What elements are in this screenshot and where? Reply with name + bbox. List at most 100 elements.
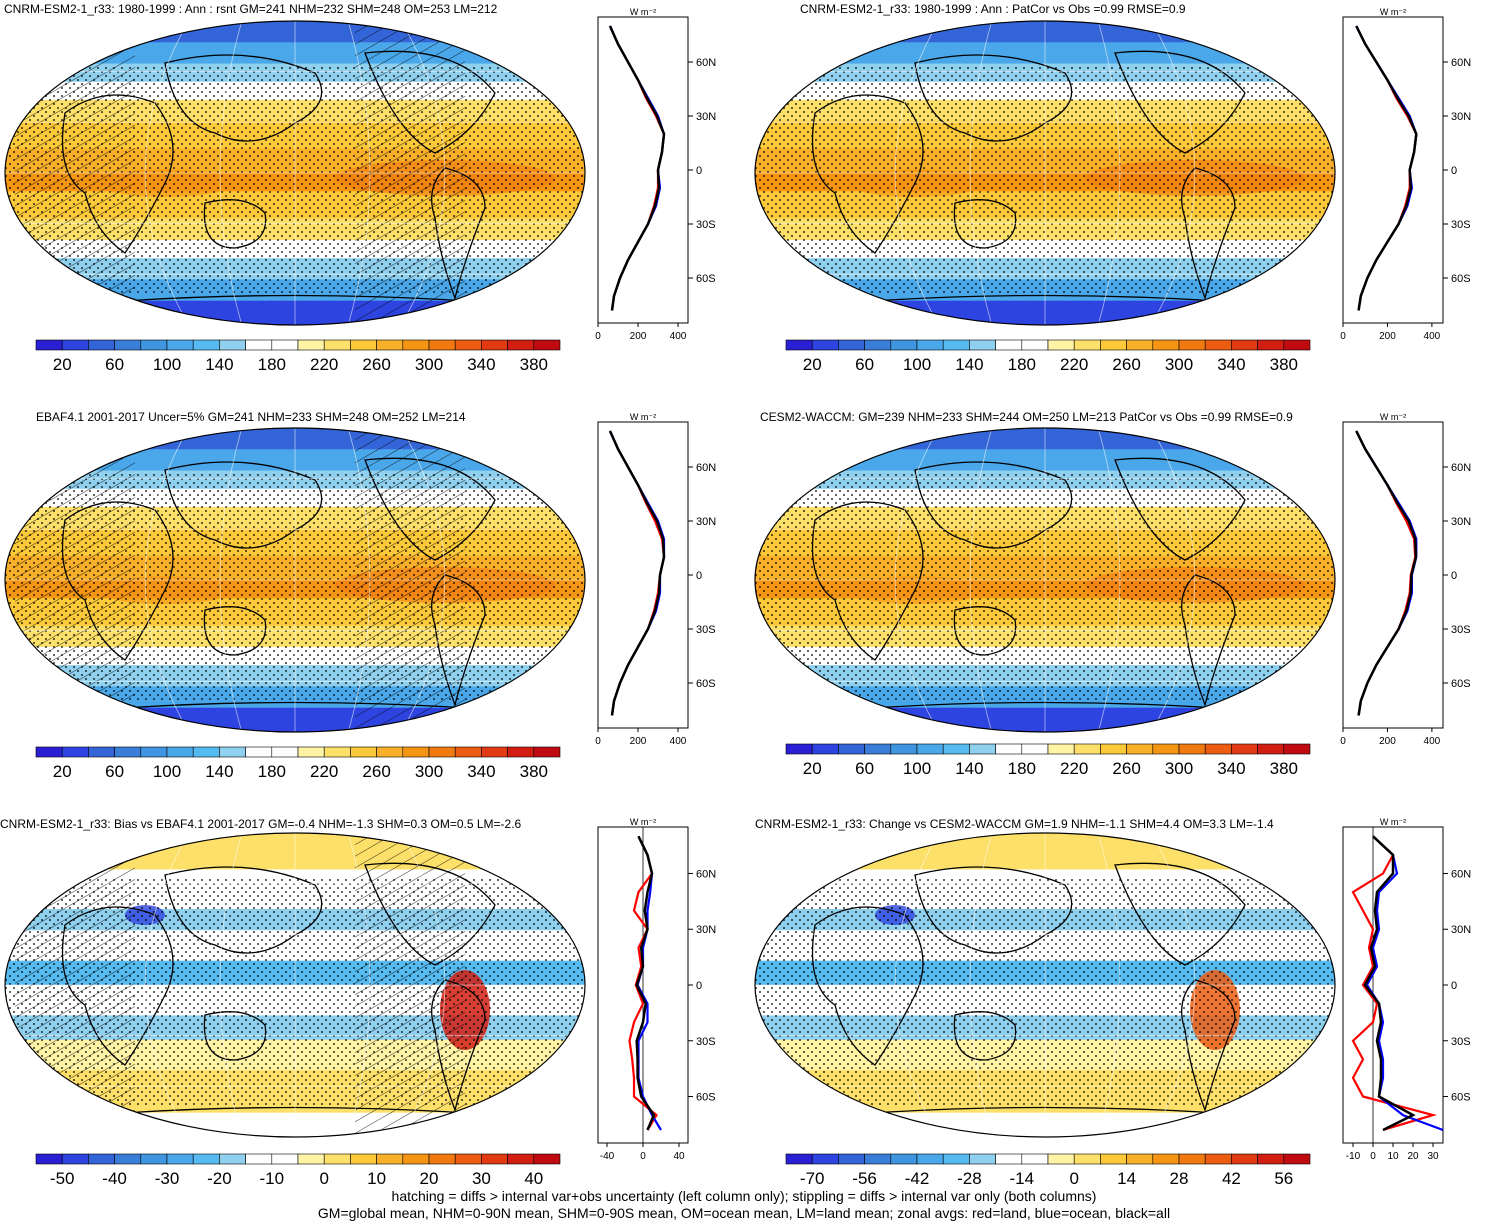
zonal-x-tick-label: 0: [1340, 736, 1346, 747]
zonal-x-tick-label: 30: [1427, 1151, 1439, 1162]
panel-title-top-right: CNRM-ESM2-1_r33: 1980-1999 : Ann : PatCo…: [800, 2, 1186, 16]
zonal-y-tick-label: 0: [1451, 570, 1457, 582]
zonal-y-tick-label: 30N: [1451, 111, 1471, 123]
zonal-x-tick-label: 0: [1370, 1151, 1376, 1162]
zonal-series-all: [608, 25, 666, 311]
zonal-y-tick-label: 0: [1451, 165, 1457, 177]
colorbar-swatch: [61, 339, 89, 351]
colorbar-swatch: [88, 339, 115, 351]
map-color-band: [5, 428, 585, 451]
colorbar-tick-label: 220: [310, 355, 338, 374]
colorbar-tick-label: 20: [803, 355, 822, 374]
zonal-x-tick-label: 10: [1387, 1151, 1399, 1162]
colorbar-swatch: [533, 1153, 561, 1165]
colorbar-swatch: [1257, 1153, 1285, 1165]
zonal-avg-plot: W m⁻² 60N 30N 0 30S 60S -10 0 10 20 30: [1342, 817, 1471, 1162]
colorbar-swatch: [1257, 743, 1285, 755]
zonal-x-tick-label: 200: [630, 736, 647, 747]
colorbar-swatch: [1283, 1153, 1311, 1165]
footer-note-1: hatching = diffs > internal var+obs unce…: [391, 1188, 1097, 1204]
colorbar-swatch: [1100, 1153, 1127, 1165]
map-border: [4, 832, 586, 1138]
zonal-avg-plot: W m⁻² 60N 30N 0 30S 60S 0 200 400: [595, 7, 716, 342]
zonal-series-ocean: [1355, 430, 1418, 716]
colorbar-tick-label: 380: [520, 762, 548, 781]
colorbar-swatch: [219, 1153, 246, 1165]
colorbar-swatch: [1178, 743, 1206, 755]
graticule-longitude: [347, 21, 371, 325]
map-color-band: [5, 300, 585, 325]
zonal-y-tick-label: 60S: [696, 1092, 716, 1104]
colorbar-tick-label: 260: [1112, 759, 1140, 778]
zonal-x-tick-label: 0: [595, 331, 601, 342]
colorbar-swatch: [297, 1153, 325, 1165]
zonal-x-tick-label: 0: [595, 736, 601, 747]
colorbar-tick-label: 100: [903, 759, 931, 778]
stippling-overlay: [755, 473, 1335, 702]
colorbar-tick-label: -42: [905, 1169, 930, 1188]
colorbar-tick-label: 30: [472, 1169, 491, 1188]
colorbar-swatch: [35, 746, 63, 758]
map-color-band: [5, 42, 585, 65]
zonal-x-tick-label: 0: [1340, 331, 1346, 342]
colorbar-swatch: [271, 746, 299, 758]
colorbar-tick-label: 40: [524, 1169, 543, 1188]
colorbar-tick-label: -28: [957, 1169, 982, 1188]
colorbar-swatch: [942, 743, 970, 755]
colorbar-swatch: [428, 339, 456, 351]
colorbar-swatch: [1047, 1153, 1075, 1165]
map-cesm2-waccm: [754, 427, 1336, 733]
colorbar-swatch: [481, 1153, 508, 1165]
graticule-longitude: [144, 833, 190, 1137]
colorbar-tick-label: 14: [1117, 1169, 1136, 1188]
colorbar-tick-label: 10: [367, 1169, 386, 1188]
map-color-band: [755, 449, 1335, 472]
zonal-plot-frame: [597, 421, 689, 729]
colorbar-swatch: [890, 1153, 918, 1165]
panel-title-mid-left: EBAF4.1 2001-2017 Uncer=5% GM=241 NHM=23…: [36, 410, 466, 424]
colorbar-tick-label: -40: [102, 1169, 127, 1188]
zonal-x-tick-label: -10: [1346, 1151, 1361, 1162]
colorbar-tick-label: 340: [1217, 355, 1245, 374]
colorbar-tick-label: 56: [1274, 1169, 1293, 1188]
graticule-longitude: [894, 21, 940, 325]
colorbar-swatch: [785, 339, 813, 351]
colorbar-swatch: [323, 339, 351, 351]
zonal-y-tick-label: 60S: [696, 678, 716, 690]
colorbar-swatch: [297, 339, 325, 351]
colorbar-tick-label: 180: [1008, 355, 1036, 374]
colorbar-swatch: [995, 1153, 1023, 1165]
colorbar-tick-label: 220: [1060, 355, 1088, 374]
colorbar-swatch: [61, 1153, 89, 1165]
colorbar: 2060100140180220260300340380420: [785, 743, 1311, 778]
colorbar-swatch: [245, 339, 273, 351]
colorbar-tick-label: 60: [105, 355, 124, 374]
zonal-series-ocean: [1355, 25, 1418, 311]
colorbar-swatch: [838, 339, 865, 351]
graticule-longitude: [144, 21, 190, 325]
colorbar-swatch: [1152, 339, 1180, 351]
zonal-y-tick-label: 30S: [696, 1036, 716, 1048]
stippling-overlay: [755, 66, 1335, 295]
colorbar-swatch: [1073, 1153, 1101, 1165]
colorbar-swatch: [890, 743, 918, 755]
colorbar-tick-label: 300: [1165, 759, 1193, 778]
colorbar-swatch: [1073, 339, 1101, 351]
map-color-band: [755, 833, 1335, 871]
colorbar-tick-label: -56: [852, 1169, 877, 1188]
zonal-y-tick-label: 30N: [1451, 924, 1471, 936]
colorbar-tick-label: 0: [319, 1169, 328, 1188]
colorbar: -50-40-30-20-1001020304050: [35, 1153, 561, 1188]
map-observations: [4, 427, 586, 733]
colorbar-swatch: [1152, 1153, 1180, 1165]
zonal-series-land: [608, 430, 666, 716]
colorbar-swatch: [1047, 339, 1075, 351]
colorbar-swatch: [864, 339, 892, 351]
panel-title-top-left: CNRM-ESM2-1_r33: 1980-1999 : Ann : rsnt …: [4, 2, 498, 16]
zonal-y-tick-label: 0: [696, 570, 702, 582]
colorbar-tick-label: 42: [1222, 1169, 1241, 1188]
colorbar-tick-label: 380: [520, 355, 548, 374]
footer-note-2: GM=global mean, NHM=0-90N mean, SHM=0-90…: [317, 1205, 1171, 1221]
colorbar-swatch: [376, 1153, 404, 1165]
colorbar-tick-label: 180: [258, 762, 286, 781]
